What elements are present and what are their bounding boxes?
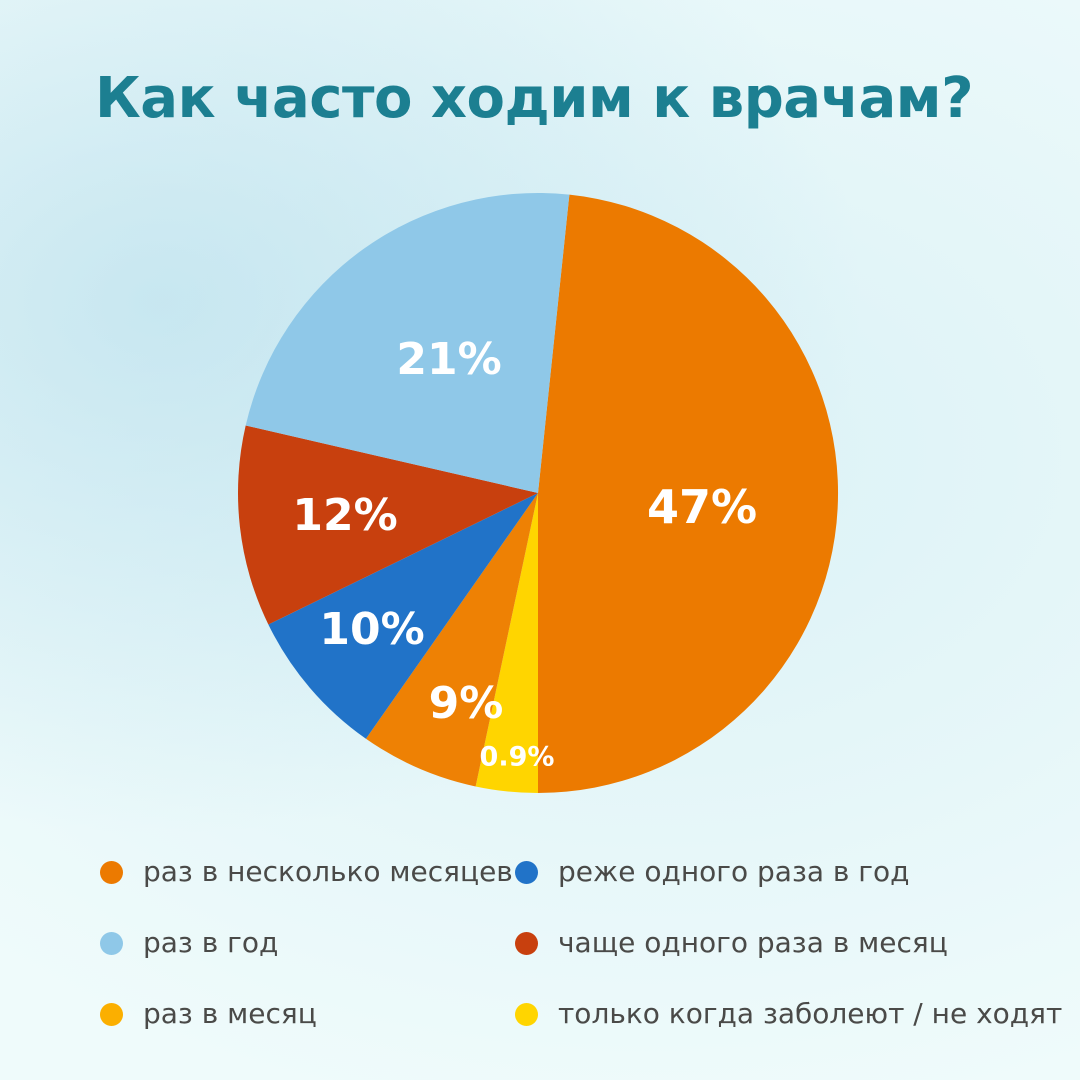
legend-item: чаще одного раза в месяц (515, 921, 1062, 965)
legend-dot-icon (515, 1002, 538, 1026)
legend-dot-icon (100, 931, 123, 955)
slice-percent-label-9: 9% (428, 678, 504, 729)
pie-slice-12 (237, 425, 539, 625)
legend-item: раз в месяц (100, 992, 513, 1036)
pie-slice-21 (245, 192, 570, 493)
pie-slice-9 (365, 493, 538, 787)
pie-slice-47 (538, 194, 839, 793)
legend-label: чаще одного раза в месяц (558, 925, 948, 959)
slice-percent-label-47: 47% (646, 480, 758, 534)
slice-percent-label-10: 10% (319, 604, 425, 655)
legend-item: раз в год (100, 921, 513, 965)
legend-item: раз в несколько месяцев (100, 850, 513, 894)
legend-label: реже одного раза в год (558, 854, 910, 888)
legend-dot-icon (100, 1002, 123, 1026)
pie-slice-0-9 (475, 493, 538, 793)
legend-dot-icon (515, 860, 538, 884)
slice-percent-label-0-9: 0.9% (479, 741, 555, 773)
slice-percent-label-21: 21% (396, 334, 502, 385)
legend-dot-icon (515, 931, 538, 955)
page-title: Как часто ходим к врачам? (95, 66, 974, 131)
legend-item: реже одного раза в год (515, 850, 1062, 894)
legend-label: раз в несколько месяцев (143, 854, 513, 888)
legend-label: раз в месяц (143, 996, 317, 1030)
legend-column-right: реже одного раза в год чаще одного раза в… (515, 850, 1062, 1036)
legend-label: только когда заболеют / не ходят (558, 996, 1063, 1030)
legend-item: только когда заболеют / не ходят (515, 992, 1062, 1036)
slice-percent-label-12: 12% (292, 490, 398, 541)
legend-dot-icon (100, 860, 123, 884)
legend-column-left: раз в несколько месяцев раз в год раз в ме… (100, 850, 513, 1036)
pie-slice-10 (268, 493, 538, 739)
legend-label: раз в год (143, 925, 279, 959)
